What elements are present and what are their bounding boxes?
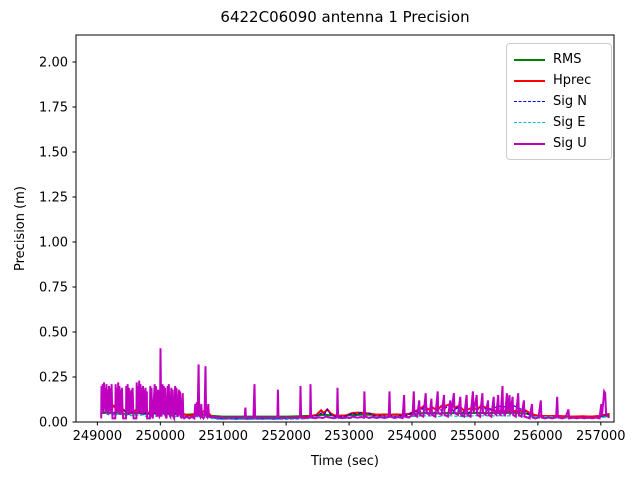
y-tick-label: 0.75 xyxy=(39,281,68,296)
y-tick-label: 1.25 xyxy=(39,191,68,206)
y-tick-label: 0.00 xyxy=(39,416,68,431)
x-tick-label: 254000 xyxy=(387,429,437,444)
legend-item-rms: RMS xyxy=(514,49,604,70)
legend-item-hprec: Hprec xyxy=(514,70,604,91)
legend-item-sig-n: Sig N xyxy=(514,91,604,112)
y-tick-label: 0.50 xyxy=(39,326,68,341)
legend-label-rms: RMS xyxy=(553,52,582,67)
y-tick-label: 2.00 xyxy=(39,56,68,71)
legend-label-sig-u: Sig U xyxy=(553,136,587,151)
x-tick-label: 252000 xyxy=(261,429,311,444)
y-tick-label: 1.75 xyxy=(39,101,68,116)
x-tick-label: 249000 xyxy=(73,429,123,444)
legend-label-hprec: Hprec xyxy=(553,73,592,88)
legend-line-sample-rms xyxy=(514,58,545,61)
x-tick-label: 251000 xyxy=(198,429,248,444)
x-tick-label: 253000 xyxy=(324,429,374,444)
y-tick-label: 1.50 xyxy=(39,146,68,161)
x-axis-label: Time (sec) xyxy=(310,454,379,469)
x-tick-label: 256000 xyxy=(513,429,563,444)
chart-title: 6422C06090 antenna 1 Precision xyxy=(220,8,470,26)
legend-label-sig-e: Sig E xyxy=(553,115,586,130)
legend-line-sample-sig-e xyxy=(514,122,545,123)
legend: RMS Hprec Sig N Sig E Sig U xyxy=(506,43,612,160)
plot-frame xyxy=(75,34,615,423)
legend-item-sig-e: Sig E xyxy=(514,112,604,133)
legend-label-sig-n: Sig N xyxy=(553,94,587,109)
y-tick-label: 1.00 xyxy=(39,236,68,251)
series-line-sig-u xyxy=(100,348,611,422)
y-axis-label: Precision (m) xyxy=(13,186,28,271)
x-tick-label: 255000 xyxy=(450,429,500,444)
x-tick-label: 250000 xyxy=(135,429,185,444)
x-tick-label: 257000 xyxy=(576,429,626,444)
legend-item-sig-u: Sig U xyxy=(514,133,604,154)
y-tick-label: 0.25 xyxy=(39,371,68,386)
legend-line-sample-sig-n xyxy=(514,101,545,102)
legend-line-sample-sig-u xyxy=(514,142,545,145)
legend-line-sample-hprec xyxy=(514,79,545,82)
